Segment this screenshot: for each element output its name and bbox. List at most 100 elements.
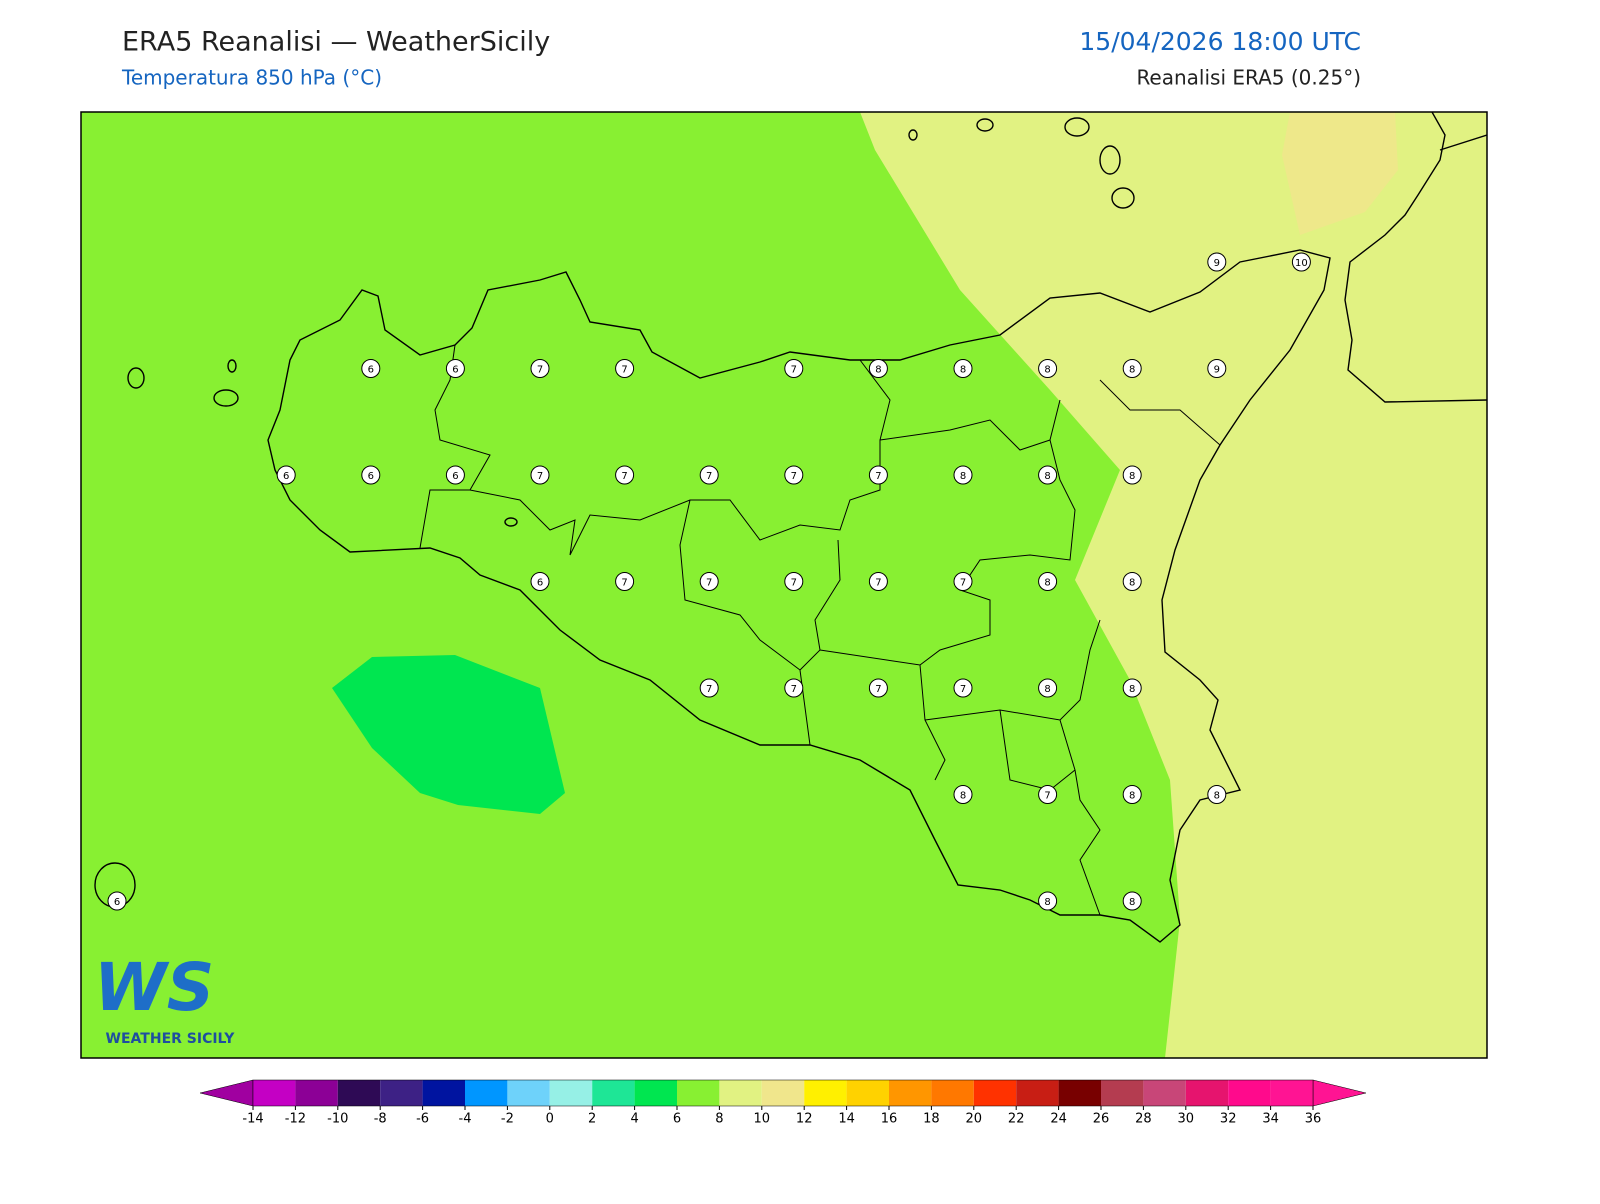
point-label: 7 [621, 471, 627, 482]
point-marker [1122, 891, 1142, 911]
point-marker [445, 359, 465, 378]
colorbar-tick-label: 28 [1135, 1112, 1152, 1127]
colorbar-tick-label: -6 [416, 1112, 429, 1127]
point-marker [107, 891, 127, 911]
map-frame [80, 111, 1488, 1059]
point-marker [784, 359, 804, 378]
point-label: 7 [621, 365, 627, 376]
point-label: 8 [1129, 578, 1135, 589]
grid-point: 7 [953, 572, 973, 591]
island [504, 517, 518, 527]
point-marker [1122, 678, 1142, 698]
calabria-coast [1344, 112, 1487, 403]
grid-point: 6 [361, 359, 381, 378]
colorbar-cell [1185, 1080, 1229, 1106]
colorbar-cell [677, 1080, 720, 1106]
point-label: 7 [960, 684, 966, 695]
colorbar-cell [465, 1080, 508, 1106]
grid-point: 7 [784, 678, 804, 698]
island [976, 118, 994, 132]
colorbar-cell [337, 1080, 381, 1106]
colorbar-cell [1058, 1080, 1101, 1106]
point-marker [530, 465, 550, 485]
colorbar-tick-label: 2 [588, 1112, 596, 1127]
point-marker [1122, 465, 1142, 485]
point-marker [868, 572, 888, 591]
point-marker [1122, 572, 1142, 591]
point-label: 7 [791, 684, 797, 695]
colorbar-tick-label: -4 [459, 1112, 472, 1127]
island [227, 359, 237, 373]
grid-point: 6 [107, 891, 127, 911]
point-label: 8 [960, 791, 966, 802]
grid-point: 8 [1122, 572, 1142, 591]
point-marker [530, 359, 550, 378]
point-label: 8 [1044, 578, 1050, 589]
colorbar-tick-label: 8 [715, 1112, 723, 1127]
grid-point: 7 [699, 678, 719, 698]
colorbar-tick-label: 26 [1093, 1112, 1110, 1127]
grid-point: 7 [615, 572, 635, 591]
grid-point: 8 [1122, 891, 1142, 911]
grid-point: 7 [868, 572, 888, 591]
colorbar-cell [253, 1080, 296, 1106]
point-marker [615, 572, 635, 591]
point-marker [361, 359, 381, 378]
point-label: 8 [1129, 791, 1135, 802]
colorbar-cell [719, 1080, 762, 1106]
point-marker [1038, 465, 1058, 485]
colorbar-cell [549, 1080, 593, 1106]
colorbar-cell [1270, 1080, 1313, 1106]
grid-point: 8 [953, 465, 973, 485]
grid-point: 9 [1207, 252, 1227, 272]
point-label: 8 [1129, 684, 1135, 695]
grid-point: 8 [1038, 678, 1058, 698]
point-marker [276, 465, 296, 485]
grid-point: 8 [1207, 785, 1227, 804]
point-label: 7 [1044, 791, 1050, 802]
grid-point: 7 [784, 359, 804, 378]
grid-point: 7 [699, 572, 719, 591]
grid-point: 8 [1122, 678, 1142, 698]
colorbar-tick-label: 30 [1178, 1112, 1195, 1127]
title: ERA5 Reanalisi — WeatherSicily [122, 27, 550, 58]
point-marker [784, 465, 804, 485]
grid-point: 7 [1038, 785, 1058, 804]
point-label: 8 [1044, 897, 1050, 908]
point-marker [615, 465, 635, 485]
island [908, 129, 918, 141]
grid-point: 8 [1038, 465, 1058, 485]
logo-text: WEATHER SICILY [106, 1031, 236, 1047]
point-marker [1038, 785, 1058, 804]
point-label: 6 [452, 365, 458, 376]
point-label: 6 [283, 471, 289, 482]
grid-point: 6 [445, 465, 465, 485]
colorbar-cell [1143, 1080, 1186, 1106]
point-label: 8 [1214, 791, 1220, 802]
grid-point: 8 [953, 359, 973, 378]
grid-point: 7 [868, 465, 888, 485]
grid-point: 7 [615, 465, 635, 485]
point-marker [953, 678, 973, 698]
colorbar-tick-label: 18 [923, 1112, 940, 1127]
colorbar-tick-label: 16 [881, 1112, 898, 1127]
point-marker [1207, 359, 1227, 378]
colorbar: -14 -12 -10 -8 -6 -4 -2 0 2 4 6 8 10 12 14 16 18 20 22 24 26… [199, 1079, 1367, 1127]
point-marker [1207, 252, 1227, 272]
logo: WS WEATHER SICILY [94, 949, 235, 1047]
point-label: 8 [1044, 365, 1050, 376]
grid-point: 8 [868, 359, 888, 378]
colorbar-tick-label: -12 [285, 1112, 306, 1127]
colorbar-cell [507, 1080, 550, 1106]
datetime: 15/04/2026 18:00 UTC [1079, 27, 1361, 56]
point-marker [530, 572, 550, 591]
grid-point: 9 [1207, 359, 1227, 378]
colorbar-tick-label: 24 [1050, 1112, 1067, 1127]
point-marker [784, 678, 804, 698]
grid-point: 6 [276, 465, 296, 485]
point-marker [1207, 785, 1227, 804]
point-marker [868, 359, 888, 378]
grid-point: 8 [953, 785, 973, 804]
point-label: 8 [960, 365, 966, 376]
colorbar-tick-label: 36 [1305, 1112, 1322, 1127]
